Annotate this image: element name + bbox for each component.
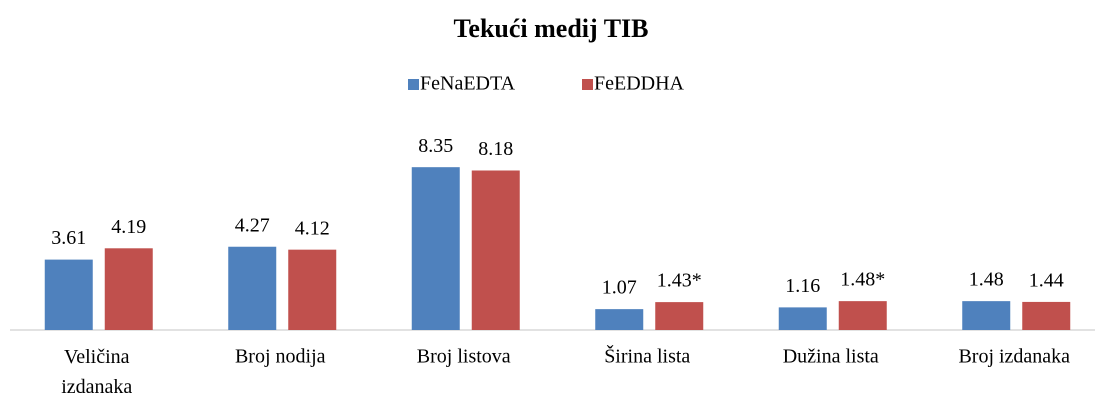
data-label: 1.44 xyxy=(1029,270,1064,292)
bar xyxy=(471,170,520,330)
bar xyxy=(228,246,277,330)
bar xyxy=(44,259,93,330)
data-label: 1.48 xyxy=(969,269,1004,291)
legend-label: FeNaEDTA xyxy=(420,73,516,95)
x-tick-label: Veličina izdanaka xyxy=(61,346,132,398)
data-label: 1.07 xyxy=(602,277,637,299)
legend-label: FeEDDHA xyxy=(594,73,685,95)
bar xyxy=(104,248,153,330)
data-label: 1.48* xyxy=(840,269,885,291)
data-label: 4.27 xyxy=(235,214,270,236)
x-tick-label: Broj listova xyxy=(417,346,511,368)
legend-swatch xyxy=(582,79,593,90)
data-label: 8.18 xyxy=(478,138,513,160)
bar xyxy=(655,302,704,330)
chart-title: Tekući medij TIB xyxy=(453,14,648,43)
data-label: 4.12 xyxy=(295,217,330,239)
bar xyxy=(1022,301,1071,330)
data-label: 1.43* xyxy=(657,270,702,292)
legend-swatch xyxy=(408,79,419,90)
bar xyxy=(288,249,337,330)
bar xyxy=(595,309,644,330)
x-tick-label: Širina lista xyxy=(604,344,690,368)
data-label: 8.35 xyxy=(418,135,453,157)
data-label: 3.61 xyxy=(51,227,86,249)
x-tick-label: Dužina lista xyxy=(783,346,879,368)
bar xyxy=(778,307,827,330)
data-label: 1.16 xyxy=(785,275,820,297)
bar xyxy=(962,301,1011,330)
x-tick-label: Broj nodija xyxy=(235,346,326,368)
bar xyxy=(838,301,887,330)
bar xyxy=(411,167,460,330)
x-tick-label: Broj izdanaka xyxy=(958,346,1070,368)
data-label: 4.19 xyxy=(111,216,146,238)
